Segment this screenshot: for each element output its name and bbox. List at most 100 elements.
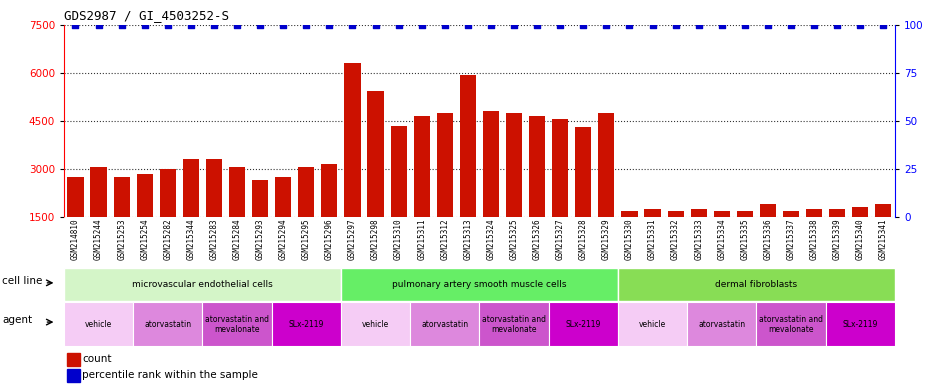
Bar bbox=[414, 116, 430, 265]
Point bbox=[461, 22, 476, 28]
Bar bbox=[483, 111, 499, 265]
Text: count: count bbox=[82, 354, 112, 364]
Text: vehicle: vehicle bbox=[639, 320, 666, 329]
Bar bbox=[182, 159, 199, 265]
Bar bbox=[202, 302, 272, 346]
Text: atorvastatin: atorvastatin bbox=[144, 320, 192, 329]
Point bbox=[622, 22, 637, 28]
Bar bbox=[90, 167, 106, 265]
Point bbox=[668, 22, 683, 28]
Point bbox=[483, 22, 498, 28]
Text: agent: agent bbox=[2, 315, 32, 325]
Point bbox=[207, 22, 222, 28]
Point bbox=[299, 22, 314, 28]
Point bbox=[275, 22, 290, 28]
Point bbox=[575, 22, 590, 28]
Bar bbox=[64, 302, 133, 346]
Point bbox=[91, 22, 106, 28]
Bar bbox=[621, 210, 637, 265]
Bar bbox=[618, 302, 687, 346]
Point bbox=[760, 22, 776, 28]
Bar bbox=[344, 63, 361, 265]
Text: pulmonary artery smooth muscle cells: pulmonary artery smooth muscle cells bbox=[392, 280, 567, 289]
Bar bbox=[160, 169, 176, 265]
Bar bbox=[341, 268, 618, 301]
Bar bbox=[552, 119, 569, 265]
Point bbox=[253, 22, 268, 28]
Bar bbox=[68, 369, 80, 382]
Point bbox=[160, 22, 175, 28]
Point bbox=[229, 22, 244, 28]
Text: cell line: cell line bbox=[2, 276, 42, 286]
Text: atorvastatin and
mevalonate: atorvastatin and mevalonate bbox=[482, 314, 546, 334]
Bar bbox=[390, 126, 407, 265]
Point bbox=[876, 22, 891, 28]
Point bbox=[114, 22, 129, 28]
Text: SLx-2119: SLx-2119 bbox=[566, 320, 601, 329]
Point bbox=[807, 22, 822, 28]
Bar bbox=[410, 302, 479, 346]
Bar bbox=[136, 174, 153, 265]
Text: percentile rank within the sample: percentile rank within the sample bbox=[82, 371, 258, 381]
Bar bbox=[64, 268, 341, 301]
Bar bbox=[321, 164, 337, 265]
Bar bbox=[529, 116, 545, 265]
Bar bbox=[783, 210, 799, 265]
Bar bbox=[272, 302, 341, 346]
Text: SLx-2119: SLx-2119 bbox=[289, 320, 324, 329]
Point bbox=[345, 22, 360, 28]
Point bbox=[645, 22, 660, 28]
Point bbox=[830, 22, 845, 28]
Point bbox=[507, 22, 522, 28]
Bar bbox=[853, 207, 869, 265]
Bar bbox=[68, 353, 80, 366]
Text: atorvastatin and
mevalonate: atorvastatin and mevalonate bbox=[759, 314, 823, 334]
Bar bbox=[875, 204, 891, 265]
Point bbox=[437, 22, 452, 28]
Point bbox=[714, 22, 729, 28]
Text: vehicle: vehicle bbox=[362, 320, 389, 329]
Bar bbox=[667, 210, 683, 265]
Bar bbox=[737, 210, 753, 265]
Bar bbox=[479, 302, 549, 346]
Point bbox=[853, 22, 868, 28]
Bar bbox=[829, 209, 845, 265]
Point bbox=[415, 22, 430, 28]
Bar bbox=[341, 302, 410, 346]
Bar bbox=[275, 177, 291, 265]
Bar bbox=[806, 209, 822, 265]
Point bbox=[529, 22, 544, 28]
Bar bbox=[645, 209, 661, 265]
Point bbox=[691, 22, 706, 28]
Point bbox=[137, 22, 152, 28]
Point bbox=[68, 22, 83, 28]
Bar bbox=[598, 113, 615, 265]
Bar bbox=[114, 177, 130, 265]
Point bbox=[737, 22, 752, 28]
Bar bbox=[575, 127, 591, 265]
Point bbox=[183, 22, 198, 28]
Text: SLx-2119: SLx-2119 bbox=[842, 320, 878, 329]
Bar bbox=[206, 159, 222, 265]
Point bbox=[391, 22, 406, 28]
Bar bbox=[760, 204, 776, 265]
Bar bbox=[298, 167, 314, 265]
Bar bbox=[437, 113, 453, 265]
Text: atorvastatin: atorvastatin bbox=[421, 320, 468, 329]
Bar bbox=[368, 91, 384, 265]
Point bbox=[553, 22, 568, 28]
Text: vehicle: vehicle bbox=[85, 320, 112, 329]
Bar bbox=[687, 302, 757, 346]
Point bbox=[599, 22, 614, 28]
Text: dermal fibroblasts: dermal fibroblasts bbox=[715, 280, 797, 289]
Bar bbox=[691, 209, 707, 265]
Point bbox=[368, 22, 384, 28]
Point bbox=[784, 22, 799, 28]
Text: atorvastatin: atorvastatin bbox=[698, 320, 745, 329]
Bar bbox=[506, 113, 522, 265]
Bar bbox=[460, 74, 476, 265]
Bar bbox=[549, 302, 618, 346]
Bar bbox=[252, 180, 268, 265]
Bar bbox=[229, 167, 245, 265]
Bar bbox=[618, 268, 895, 301]
